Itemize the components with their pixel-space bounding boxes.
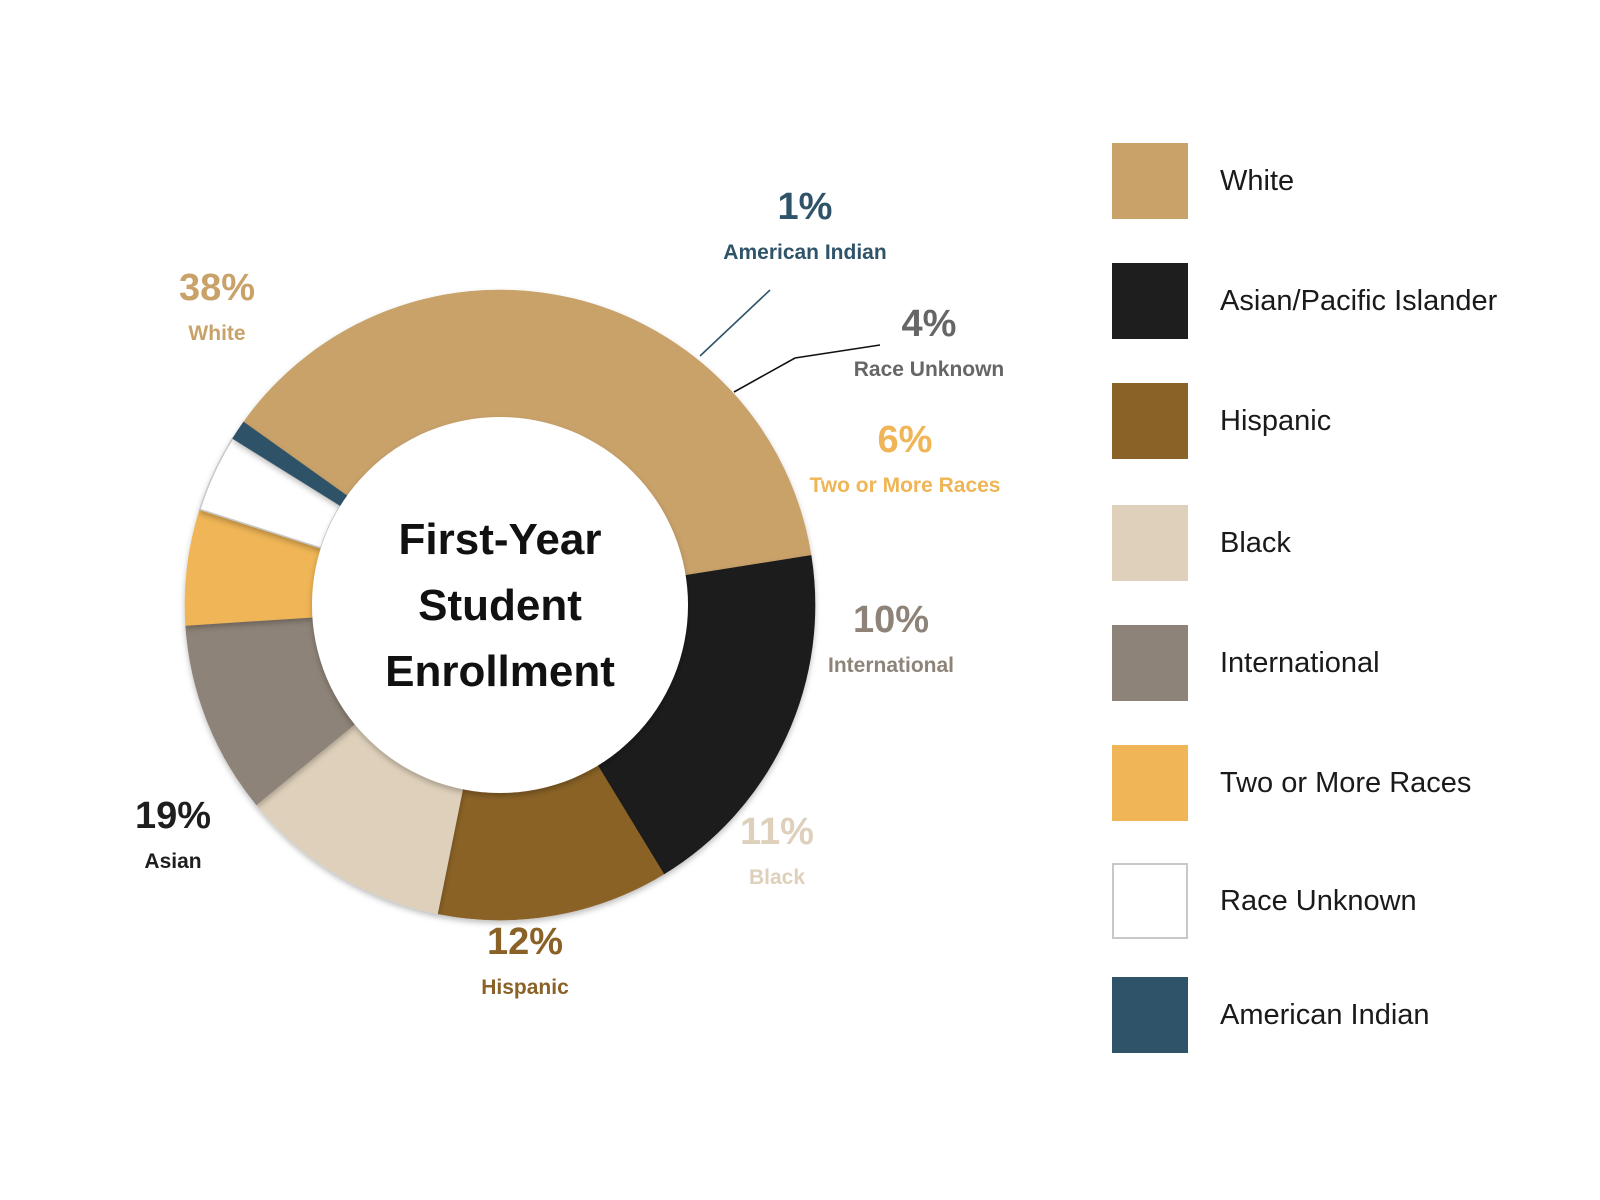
legend-label: American Indian [1220,998,1430,1031]
pct-label-white: 38% [179,267,255,309]
pct-label-american-indian: 1% [778,186,833,228]
donut-slices [184,289,816,921]
category-label-asian: Asian [144,850,201,873]
center-title-line: Enrollment [385,647,615,696]
category-label-hispanic: Hispanic [481,976,569,999]
legend-item-asian-pacific-islander: Asian/Pacific Islander [1112,262,1572,340]
legend-label: Two or More Races [1220,766,1472,799]
legend-swatch [1112,863,1188,939]
category-label-race-unknown: Race Unknown [854,358,1005,381]
legend-item-hispanic: Hispanic [1112,382,1572,460]
category-label-two-or-more-races: Two or More Races [810,474,1001,497]
category-label-international: International [828,654,954,677]
legend-swatch [1112,505,1188,581]
pct-label-race-unknown: 4% [902,303,957,345]
legend-label: Race Unknown [1220,884,1417,917]
legend-swatch [1112,143,1188,219]
legend-swatch [1112,745,1188,821]
legend-item-race-unknown: Race Unknown [1112,862,1572,940]
legend-swatch [1112,977,1188,1053]
pct-label-asian: 19% [135,795,211,837]
legend-item-two-or-more-races: Two or More Races [1112,744,1572,822]
legend-item-american-indian: American Indian [1112,976,1572,1054]
legend-label: White [1220,164,1295,197]
center-title-line: Student [418,581,582,630]
category-label-white: White [188,322,245,345]
center-title-line: First-Year [399,515,602,564]
pct-label-two-or-more-races: 6% [878,419,933,461]
legend-item-black: Black [1112,504,1572,582]
legend-item-white: White [1112,142,1572,220]
legend-swatch [1112,263,1188,339]
category-label-black: Black [749,866,805,889]
legend-label: International [1220,646,1380,679]
slice-labels: 38% White 19% Asian 12% Hispanic 11% Black 10% In… [135,186,1004,999]
pct-label-hispanic: 12% [487,921,563,963]
legend-swatch [1112,625,1188,701]
legend-item-international: International [1112,624,1572,702]
leader-race-unknown [733,344,881,393]
legend-label: Hispanic [1220,404,1332,437]
legend-label: Asian/Pacific Islander [1220,284,1498,317]
legend-label: Black [1220,526,1291,559]
donut-hole [312,417,688,793]
legend-swatch [1112,383,1188,459]
callout-leaders [699,289,881,393]
pct-label-black: 11% [740,811,814,853]
leader-american-indian [699,289,771,357]
category-label-american-indian: American Indian [723,241,886,264]
center-title: First-Year Student Enrollment [385,515,615,696]
pct-label-international: 10% [853,599,929,641]
